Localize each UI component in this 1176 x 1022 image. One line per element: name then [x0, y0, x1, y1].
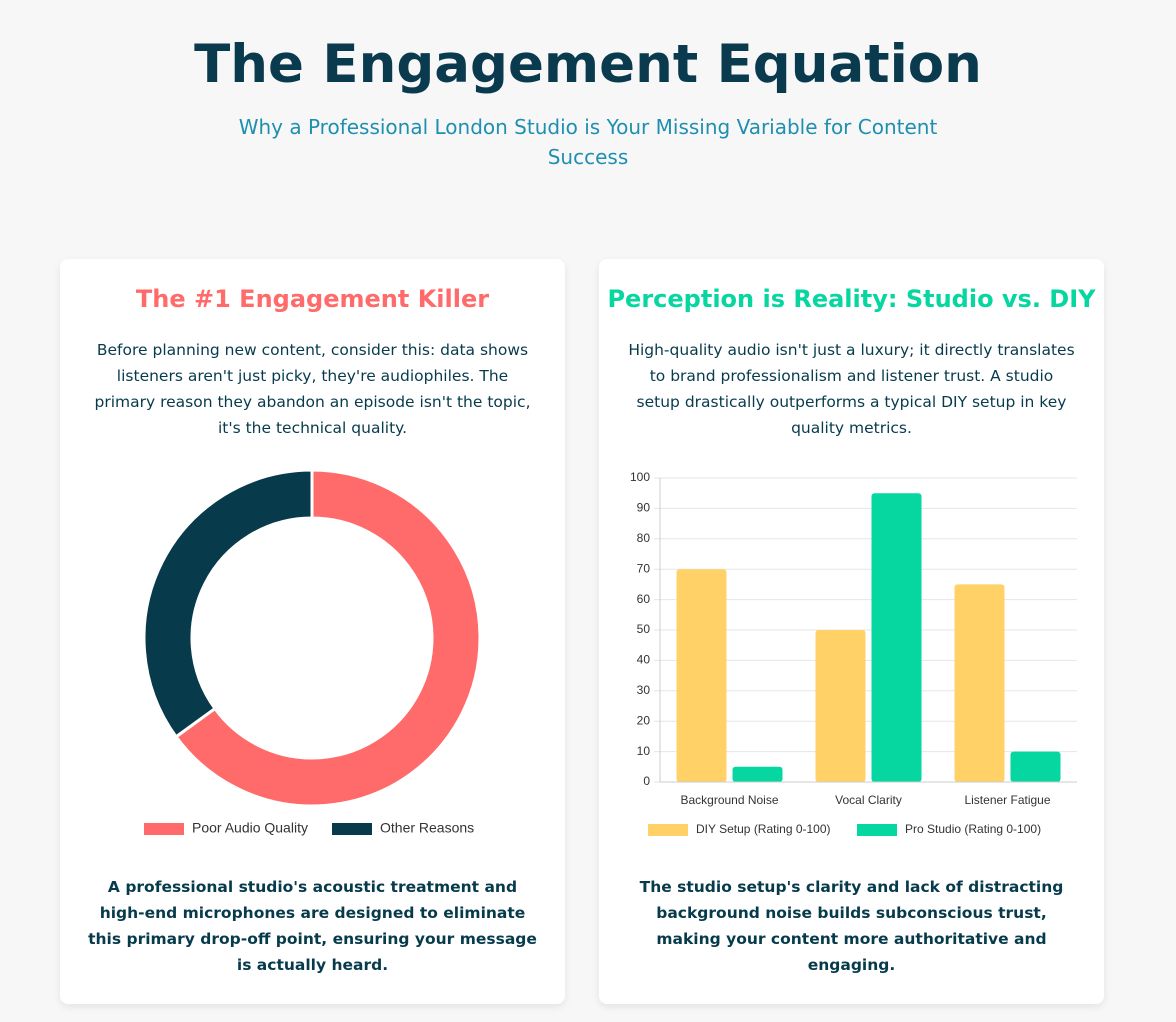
- legend-label: Other Reasons: [380, 820, 474, 836]
- bar: [815, 630, 866, 782]
- card-title: Perception is Reality: Studio vs. DIY: [607, 285, 1096, 313]
- bar: [732, 766, 783, 782]
- y-tick-label: 10: [637, 744, 651, 758]
- y-tick-label: 90: [637, 501, 651, 515]
- y-tick-label: 100: [630, 470, 650, 484]
- page-subtitle: Why a Professional London Studio is Your…: [238, 115, 938, 169]
- legend-swatch: [332, 823, 372, 835]
- y-tick-label: 60: [637, 592, 651, 606]
- bar: [1010, 751, 1061, 782]
- card-title: The #1 Engagement Killer: [135, 285, 490, 313]
- page-title: The Engagement Equation: [194, 34, 982, 95]
- bar: [954, 584, 1005, 782]
- card-text: Before planning new content, consider th…: [94, 341, 531, 437]
- y-tick-label: 0: [643, 774, 650, 788]
- donut-segment: [173, 468, 482, 808]
- legend-label: DIY Setup (Rating 0-100): [696, 822, 831, 836]
- donut-segment: [142, 468, 314, 739]
- bar: [676, 569, 727, 782]
- y-tick-label: 70: [637, 561, 651, 575]
- x-tick-label: Vocal Clarity: [835, 793, 902, 807]
- bar: [871, 493, 922, 782]
- card: The #1 Engagement Killer Before planning…: [60, 259, 565, 1004]
- card-text: High-quality audio isn't just a luxury; …: [628, 341, 1075, 437]
- x-tick-label: Listener Fatigue: [964, 793, 1050, 807]
- chart: Poor Audio Quality Other Reasons: [142, 468, 482, 836]
- legend-swatch: [144, 823, 184, 835]
- legend-swatch: [857, 824, 897, 836]
- y-tick-label: 50: [637, 622, 651, 636]
- y-tick-label: 20: [637, 713, 651, 727]
- legend-label: Poor Audio Quality: [192, 820, 308, 836]
- legend-swatch: [648, 824, 688, 836]
- legend-label: Pro Studio (Rating 0-100): [905, 822, 1041, 836]
- y-tick-label: 40: [637, 653, 651, 667]
- chart: 0 10 20 30 40 50 60 70 80 90 100 Background Noise Vo…: [630, 470, 1077, 836]
- card-footer: The studio setup's clarity and lack of d…: [639, 878, 1064, 974]
- card: Perception is Reality: Studio vs. DIY Hi…: [599, 259, 1104, 1004]
- x-tick-label: Background Noise: [680, 793, 778, 807]
- card-footer: A professional studio's acoustic treatme…: [88, 878, 537, 974]
- y-tick-label: 30: [637, 683, 651, 697]
- y-tick-label: 80: [637, 531, 651, 545]
